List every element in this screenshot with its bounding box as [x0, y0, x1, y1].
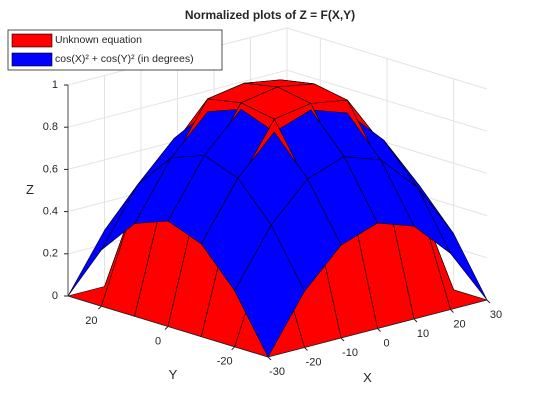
x-tick-label: -10	[342, 347, 358, 359]
chart-title: Normalized plots of Z = F(X,Y)	[185, 8, 355, 22]
y-tick	[164, 326, 169, 330]
grid-line	[286, 69, 488, 132]
x-tick-label: -20	[306, 356, 322, 368]
y-tick	[97, 305, 102, 310]
axes-layer: -30 -20 -10 0 10 20 30 -20 0 20 0 0.2 0.4 0.6 0.8 1 X Y Z	[26, 79, 502, 385]
y-axis-label: Y	[169, 367, 178, 382]
x-tick-label: 10	[417, 328, 429, 340]
x-tick-label: 30	[490, 309, 502, 321]
x-tick-label: 0	[383, 337, 389, 349]
z-tick-label: 0.2	[43, 248, 58, 260]
x-tick	[450, 309, 454, 313]
y-tick-label: -20	[217, 356, 233, 368]
y-tick-label: 0	[155, 335, 161, 347]
x-tick	[486, 299, 491, 304]
surface-layer	[67, 79, 488, 358]
x-tick	[304, 347, 308, 351]
x-tick	[267, 356, 272, 361]
legend-swatch	[11, 52, 53, 67]
x-tick-label: -30	[269, 366, 285, 378]
legend-label: Unknown equation	[55, 34, 142, 46]
grid-line	[67, 69, 288, 128]
z-tick-label: 0.4	[43, 206, 58, 218]
legend: Unknown equation cos(X)² + cos(Y)² (in de…	[7, 29, 223, 71]
z-tick-label: 0.8	[43, 121, 58, 133]
z-tick-label: 1	[52, 79, 58, 91]
grid-line	[286, 27, 488, 90]
x-tick	[413, 318, 418, 323]
x-tick-label: 20	[453, 318, 465, 330]
legend-swatch	[11, 33, 53, 48]
x-tick	[377, 328, 381, 332]
y-tick-label: 20	[85, 315, 97, 327]
x-tick	[340, 337, 345, 342]
z-tick-label: 0.6	[43, 163, 58, 175]
legend-label: cos(X)² + cos(Y)² (in degrees)	[55, 53, 194, 65]
y-tick	[231, 346, 236, 351]
x-axis-label: X	[363, 370, 372, 385]
z-axis-label: Z	[26, 182, 34, 197]
z-tick-label: 0	[52, 290, 58, 302]
surface-cell	[234, 224, 305, 358]
